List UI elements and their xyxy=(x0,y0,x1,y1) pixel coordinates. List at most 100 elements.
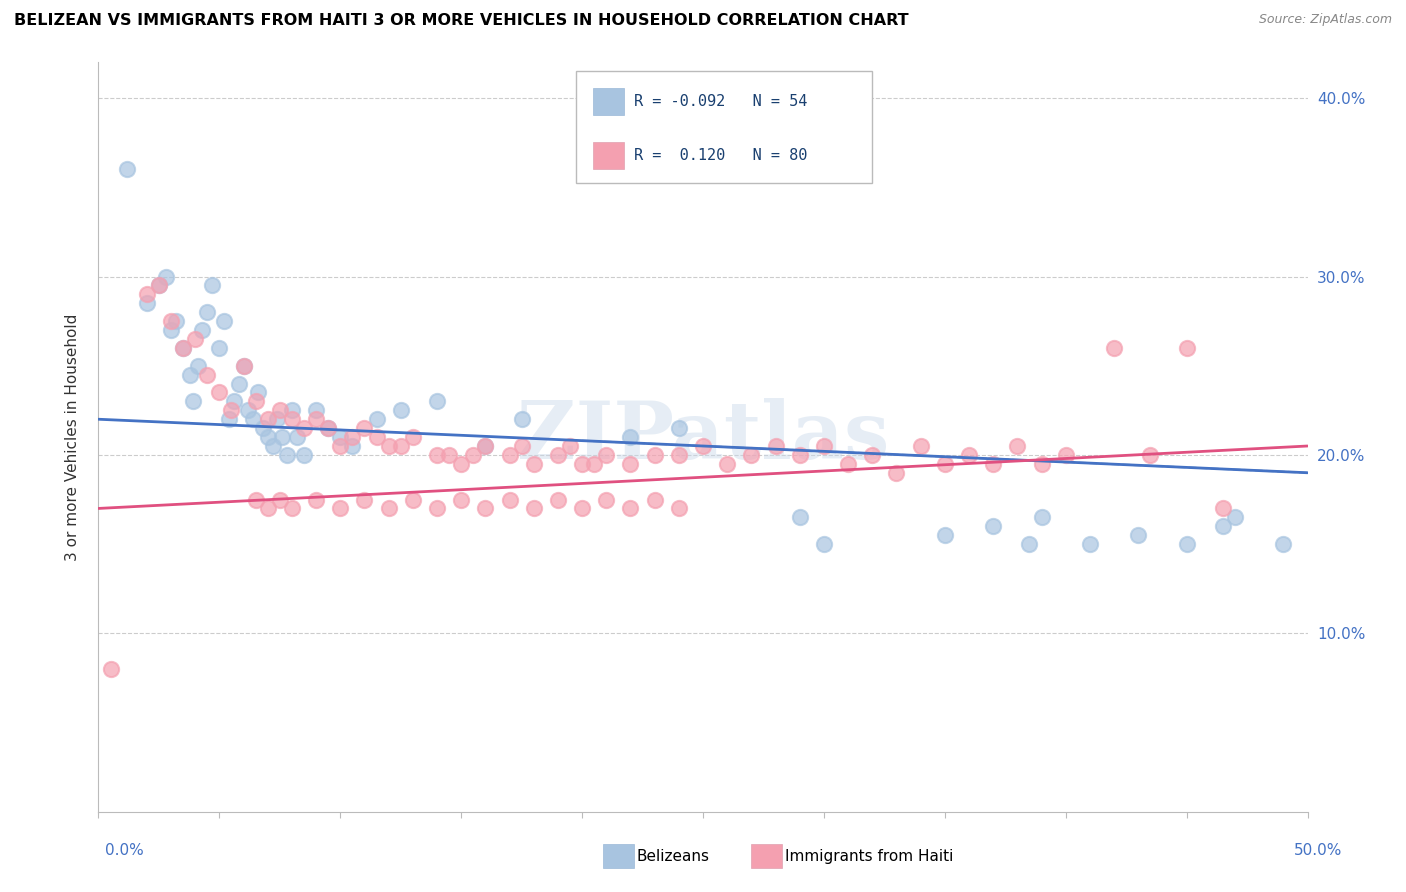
Point xyxy=(523,501,546,516)
Point xyxy=(450,457,472,471)
Point xyxy=(148,278,170,293)
Point xyxy=(155,269,177,284)
Point xyxy=(957,448,980,462)
Point xyxy=(135,296,157,310)
Point xyxy=(510,412,533,426)
Text: Belizeans: Belizeans xyxy=(637,849,710,863)
Point xyxy=(242,412,264,426)
Point xyxy=(366,430,388,444)
Text: R = -0.092   N = 54: R = -0.092 N = 54 xyxy=(634,95,807,109)
Point xyxy=(571,457,593,471)
Point xyxy=(181,394,204,409)
Point xyxy=(184,332,207,346)
Text: Source: ZipAtlas.com: Source: ZipAtlas.com xyxy=(1258,13,1392,27)
Point xyxy=(238,403,260,417)
Point xyxy=(426,394,449,409)
Point xyxy=(426,448,449,462)
Point xyxy=(474,501,496,516)
Point xyxy=(232,359,254,373)
Point xyxy=(256,501,278,516)
Point xyxy=(1223,510,1246,524)
Point xyxy=(1212,519,1234,533)
Point xyxy=(228,376,250,391)
Point xyxy=(377,501,399,516)
Point xyxy=(305,492,328,507)
Point xyxy=(269,492,291,507)
Point xyxy=(1078,537,1101,551)
Text: BELIZEAN VS IMMIGRANTS FROM HAITI 3 OR MORE VEHICLES IN HOUSEHOLD CORRELATION CH: BELIZEAN VS IMMIGRANTS FROM HAITI 3 OR M… xyxy=(14,13,908,29)
Point xyxy=(179,368,201,382)
Text: 0.0%: 0.0% xyxy=(105,843,145,858)
Point xyxy=(160,314,183,328)
Point xyxy=(619,430,641,444)
Point xyxy=(342,439,364,453)
Text: Immigrants from Haiti: Immigrants from Haiti xyxy=(785,849,953,863)
Point xyxy=(619,457,641,471)
Point xyxy=(437,448,460,462)
Point xyxy=(160,323,183,337)
Point xyxy=(172,341,194,355)
Point xyxy=(860,448,883,462)
Point xyxy=(329,430,352,444)
Point xyxy=(1007,439,1029,453)
Point xyxy=(740,448,762,462)
Point xyxy=(266,412,288,426)
Point xyxy=(117,162,139,177)
Point xyxy=(1054,448,1077,462)
Point xyxy=(837,457,859,471)
Point xyxy=(316,421,339,435)
Point xyxy=(1139,448,1161,462)
Point xyxy=(595,492,617,507)
Point xyxy=(252,421,274,435)
Point xyxy=(281,501,304,516)
Point xyxy=(644,492,666,507)
Point xyxy=(619,501,641,516)
Point xyxy=(269,403,291,417)
Point xyxy=(558,439,581,453)
Point xyxy=(426,501,449,516)
Point xyxy=(1018,537,1040,551)
Point xyxy=(329,501,352,516)
Point xyxy=(716,457,738,471)
Point xyxy=(934,528,956,542)
Point xyxy=(316,421,339,435)
Point xyxy=(195,368,218,382)
Point xyxy=(377,439,399,453)
Point xyxy=(498,448,520,462)
Point xyxy=(1031,510,1053,524)
Point xyxy=(583,457,606,471)
Point xyxy=(222,394,245,409)
Point xyxy=(813,439,835,453)
Point xyxy=(1128,528,1150,542)
Point xyxy=(247,385,270,400)
Point xyxy=(402,492,425,507)
Point xyxy=(789,448,811,462)
Point xyxy=(191,323,214,337)
Point xyxy=(1031,457,1053,471)
Text: ZIPatlas: ZIPatlas xyxy=(517,398,889,476)
Point xyxy=(292,421,315,435)
Point xyxy=(571,501,593,516)
Point xyxy=(789,510,811,524)
Point xyxy=(510,439,533,453)
Point xyxy=(1102,341,1125,355)
Point xyxy=(208,341,231,355)
Point xyxy=(221,403,243,417)
Text: R =  0.120   N = 80: R = 0.120 N = 80 xyxy=(634,148,807,162)
Point xyxy=(981,457,1004,471)
Point xyxy=(305,403,328,417)
Point xyxy=(934,457,956,471)
Point xyxy=(245,492,267,507)
Point xyxy=(463,448,485,462)
Point xyxy=(165,314,187,328)
Point xyxy=(245,394,267,409)
Point xyxy=(353,421,375,435)
Point xyxy=(450,492,472,507)
Point xyxy=(389,439,412,453)
Point xyxy=(668,421,690,435)
Point xyxy=(692,439,714,453)
Point xyxy=(172,341,194,355)
Point xyxy=(100,662,122,676)
Point xyxy=(813,537,835,551)
Point xyxy=(208,385,231,400)
